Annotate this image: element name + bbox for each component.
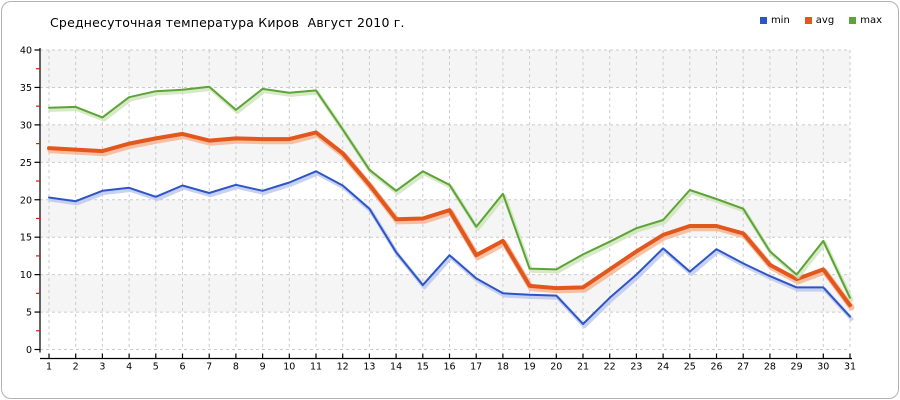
- plot-bands: [40, 50, 850, 313]
- x-tick-label: 29: [791, 362, 803, 373]
- x-tick-label: 13: [363, 362, 375, 373]
- x-tick-label: 10: [283, 362, 295, 373]
- x-tick-label: 31: [844, 362, 856, 373]
- y-axis: 0 5 10 15 20 25 30 35 40: [20, 46, 41, 356]
- avg-swatch-icon: [804, 17, 812, 24]
- chart-title: Среднесуточная температура Киров Август …: [50, 15, 405, 30]
- x-tick-label: 12: [337, 362, 349, 373]
- x-tick-label: 22: [604, 362, 616, 373]
- x-tick-label: 5: [153, 362, 159, 373]
- gridlines: [40, 49, 851, 350]
- avg-line: [47, 130, 855, 311]
- x-tick-label: 20: [550, 362, 562, 373]
- avg-line-path: [47, 130, 852, 308]
- max-line-path: [48, 85, 851, 299]
- legend-label-max: max: [860, 15, 882, 26]
- min-line-path: [48, 170, 851, 325]
- y-tick-label: 35: [20, 83, 32, 94]
- min-line: [48, 170, 854, 329]
- legend-item-min: min: [759, 15, 790, 26]
- x-tick-label: 1: [46, 362, 52, 373]
- x-tick-label: 7: [206, 362, 212, 373]
- y-tick-label: 10: [20, 270, 32, 281]
- x-tick-label: 26: [710, 362, 722, 373]
- x-tick-label: 30: [817, 362, 829, 373]
- x-tick-label: 11: [310, 362, 322, 373]
- legend-item-avg: avg: [804, 15, 835, 26]
- y-tick-label: 5: [26, 308, 32, 319]
- legend: min avg max: [759, 15, 882, 26]
- legend-item-max: max: [849, 15, 882, 26]
- x-tick-label: 14: [390, 362, 402, 373]
- y-tick-label: 25: [20, 158, 32, 169]
- x-tick-label: 23: [630, 362, 642, 373]
- legend-label-avg: avg: [815, 15, 835, 26]
- legend-label-min: min: [770, 15, 790, 26]
- y-tick-label: 30: [20, 120, 32, 131]
- max-line: [48, 85, 854, 302]
- x-axis: 1 2 3 4 5 6 7 8 9 10 11 12 13 14 15 16 17 18 19 20 21 22 23 24 2…: [40, 353, 856, 373]
- x-tick-label: 2: [73, 362, 79, 373]
- y-tick-label: 40: [20, 46, 32, 57]
- y-tick-label: 0: [26, 345, 32, 356]
- x-tick-label: 8: [233, 362, 239, 373]
- x-tick-label: 4: [126, 362, 132, 373]
- x-tick-label: 18: [497, 362, 509, 373]
- x-tick-label: 6: [179, 362, 185, 373]
- x-tick-label: 9: [260, 362, 266, 373]
- x-tick-label: 16: [443, 362, 455, 373]
- x-tick-label: 27: [737, 362, 749, 373]
- max-swatch-icon: [849, 17, 857, 24]
- x-tick-label: 21: [577, 362, 589, 373]
- x-tick-label: 17: [470, 362, 482, 373]
- x-tick-label: 19: [524, 362, 536, 373]
- y-tick-label: 15: [20, 233, 32, 244]
- x-tick-label: 28: [764, 362, 776, 373]
- y-tick-label: 20: [20, 195, 32, 206]
- x-tick-label: 3: [99, 362, 105, 373]
- x-tick-label: 25: [684, 362, 696, 373]
- x-tick-label: 15: [417, 362, 429, 373]
- min-swatch-icon: [759, 17, 767, 24]
- x-tick-label: 24: [657, 362, 669, 373]
